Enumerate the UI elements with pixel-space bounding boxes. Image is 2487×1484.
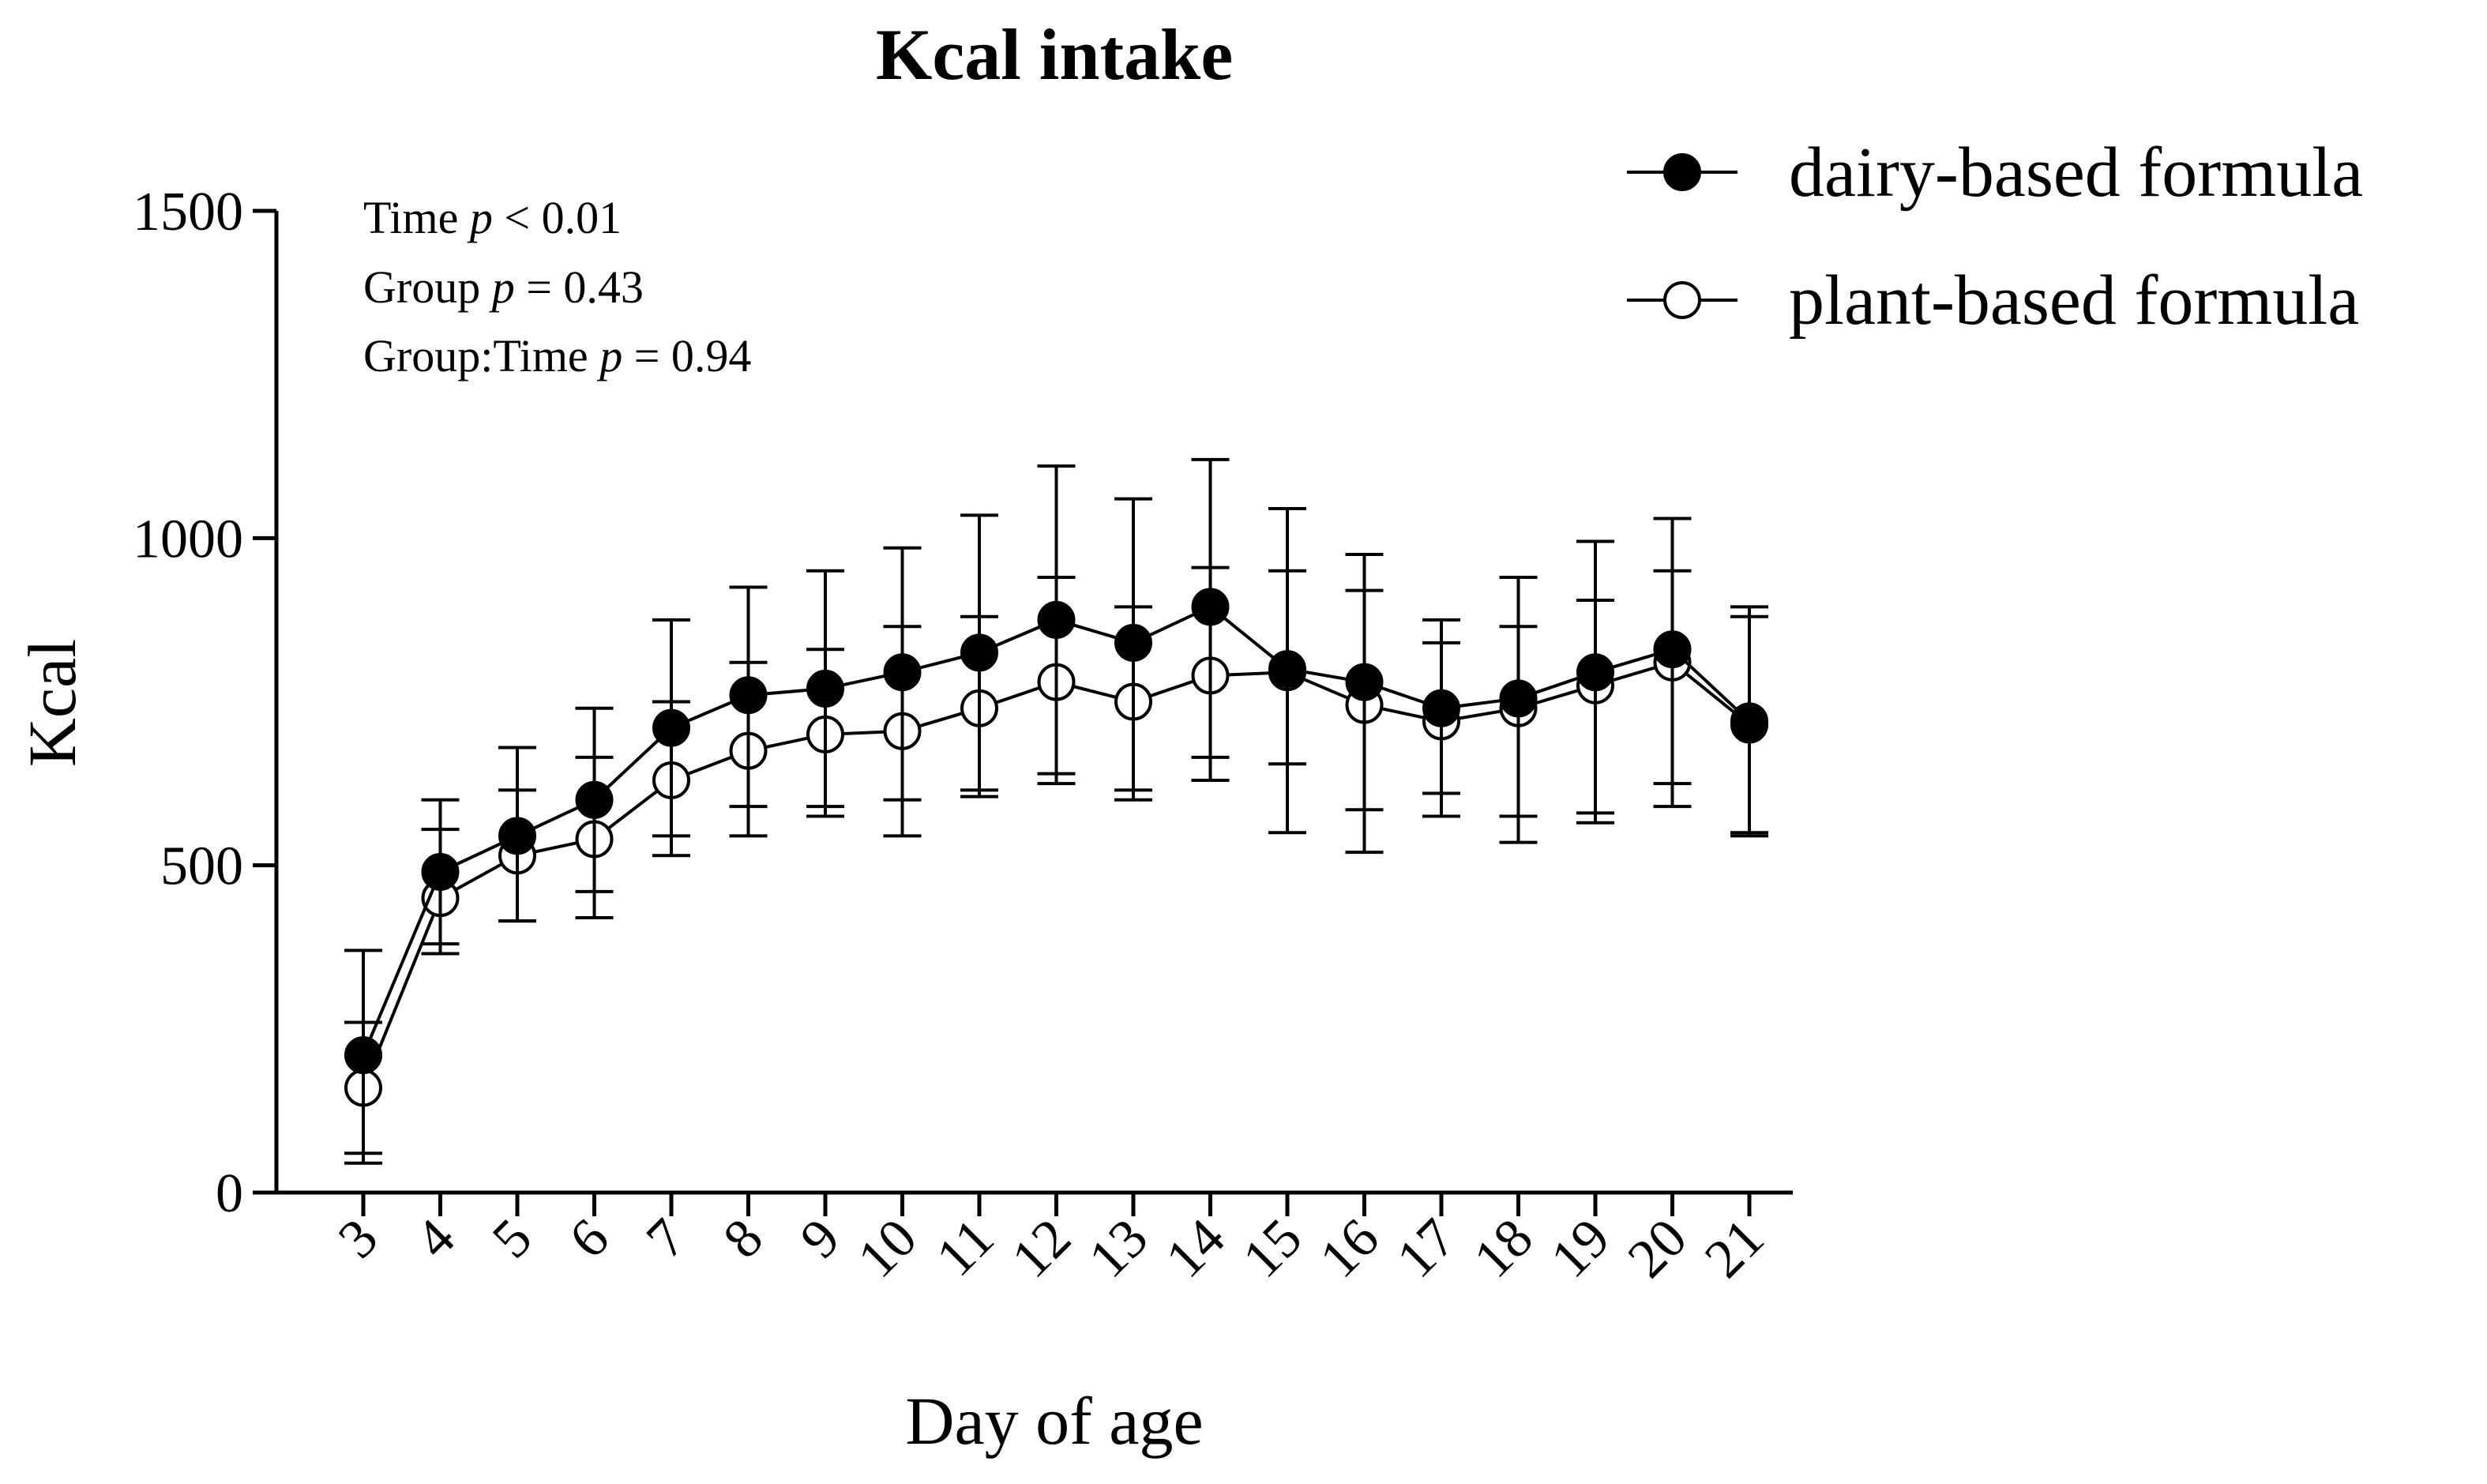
stat-line: Group p = 0.43 xyxy=(363,261,644,313)
y-axis-label: Kcal xyxy=(14,639,90,767)
x-tick-label: 18 xyxy=(1463,1208,1545,1290)
legend-label: plant-based formula xyxy=(1789,261,2359,340)
x-tick-label: 21 xyxy=(1693,1208,1775,1290)
series-dairy xyxy=(344,457,1768,1155)
x-tick-label: 14 xyxy=(1155,1208,1237,1290)
legend-item: dairy-based formula xyxy=(1627,133,2363,212)
y-tick-label: 0 xyxy=(216,1163,243,1224)
legend-marker xyxy=(1663,153,1701,191)
stat-value: = 0.43 xyxy=(515,261,644,313)
data-point xyxy=(1345,663,1384,701)
data-point xyxy=(1268,650,1306,689)
x-tick-label: 19 xyxy=(1539,1208,1621,1290)
data-point xyxy=(498,817,536,855)
stat-label: Group:Time xyxy=(363,330,599,381)
data-point xyxy=(652,708,690,747)
stat-value: = 0.94 xyxy=(622,330,751,381)
legend-marker xyxy=(1663,281,1701,319)
chart-title: Kcal intake xyxy=(876,14,1233,95)
stat-label: Time xyxy=(363,192,470,243)
x-tick-label: 10 xyxy=(847,1208,929,1290)
y-tick-label: 1000 xyxy=(133,509,243,569)
data-point xyxy=(960,633,998,672)
data-point xyxy=(1037,600,1076,639)
data-point xyxy=(1191,588,1230,626)
series-layer xyxy=(344,457,1768,1165)
legend: dairy-based formula plant-based formula xyxy=(1627,133,2363,340)
x-tick-label: 17 xyxy=(1385,1208,1467,1290)
stat-p-symbol: p xyxy=(489,261,515,313)
x-tick-label: 8 xyxy=(712,1208,775,1270)
data-point xyxy=(729,676,768,715)
x-tick-label: 5 xyxy=(481,1208,543,1270)
x-tick-label: 9 xyxy=(789,1208,851,1270)
x-tick-label: 13 xyxy=(1077,1208,1159,1290)
data-point xyxy=(344,1035,382,1074)
stat-p-symbol: p xyxy=(467,192,493,243)
x-tick-label: 16 xyxy=(1309,1208,1391,1290)
stat-line: Group:Time p = 0.94 xyxy=(363,330,751,381)
x-tick-label: 3 xyxy=(327,1208,389,1270)
data-point xyxy=(1499,679,1538,718)
stat-line: Time p < 0.01 xyxy=(363,192,622,243)
stat-p-symbol: p xyxy=(596,330,622,381)
x-tick-label: 6 xyxy=(558,1208,621,1270)
data-point xyxy=(806,669,844,708)
data-point xyxy=(1653,630,1692,669)
data-point xyxy=(575,780,614,819)
x-axis-label: Day of age xyxy=(905,1383,1203,1459)
legend-label: dairy-based formula xyxy=(1789,133,2363,212)
x-tick-label: 7 xyxy=(635,1208,697,1270)
data-point xyxy=(883,653,922,692)
data-point xyxy=(1114,623,1152,662)
x-tick-label: 12 xyxy=(1001,1208,1083,1290)
x-tick-label: 11 xyxy=(925,1208,1005,1288)
stat-label: Group xyxy=(363,261,492,313)
legend-item: plant-based formula xyxy=(1627,261,2359,340)
data-point xyxy=(421,852,460,891)
data-point xyxy=(1576,653,1614,692)
axes xyxy=(274,211,1793,1195)
stat-value: < 0.01 xyxy=(493,192,622,243)
x-tick-label: 20 xyxy=(1617,1208,1699,1290)
x-tick-label: 15 xyxy=(1231,1208,1313,1290)
data-point xyxy=(1422,689,1460,727)
x-tick-label: 4 xyxy=(404,1208,467,1270)
y-tick-label: 500 xyxy=(160,836,243,897)
y-tick-label: 1500 xyxy=(133,182,243,242)
data-point xyxy=(1730,702,1768,741)
